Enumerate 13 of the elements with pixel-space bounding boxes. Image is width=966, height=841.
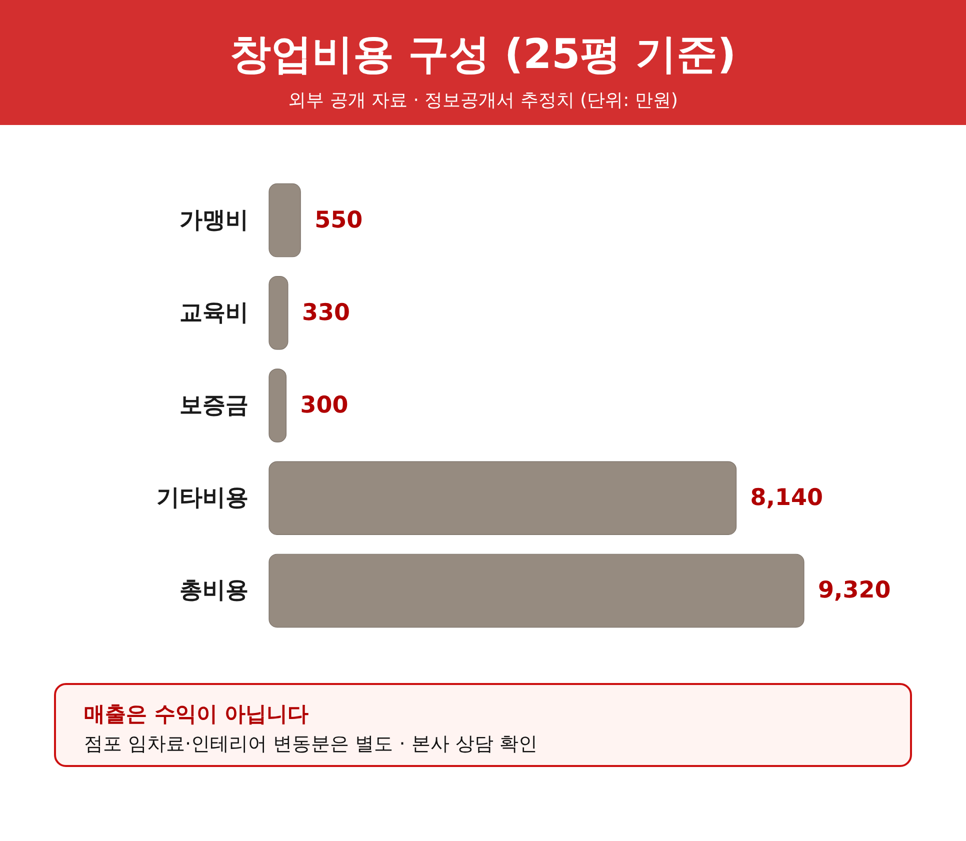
data-label: 330: [302, 300, 350, 326]
data-label: 9,320: [818, 578, 891, 604]
data-label: 550: [314, 207, 363, 234]
y-tick-label: 교육비: [180, 300, 248, 326]
y-tick-label: 총비용: [180, 578, 248, 604]
y-tick-label: 기타비용: [156, 485, 248, 512]
data-label: 300: [300, 392, 348, 418]
chart-subtitle: 외부 공개 자료 · 정보공개서 추정치 (단위: 만원): [287, 89, 679, 113]
chart-title: 창업비용 구성 (25평 기준): [228, 29, 738, 79]
note-box: 매출은 수익이 아닙니다 점포 임차료·인테리어 변동분은 별도 · 본사 상담 확인: [54, 683, 912, 767]
y-tick-label: 가맹비: [180, 207, 248, 234]
data-label: 8,140: [750, 485, 824, 512]
y-tick-label: 보증금: [180, 392, 248, 418]
